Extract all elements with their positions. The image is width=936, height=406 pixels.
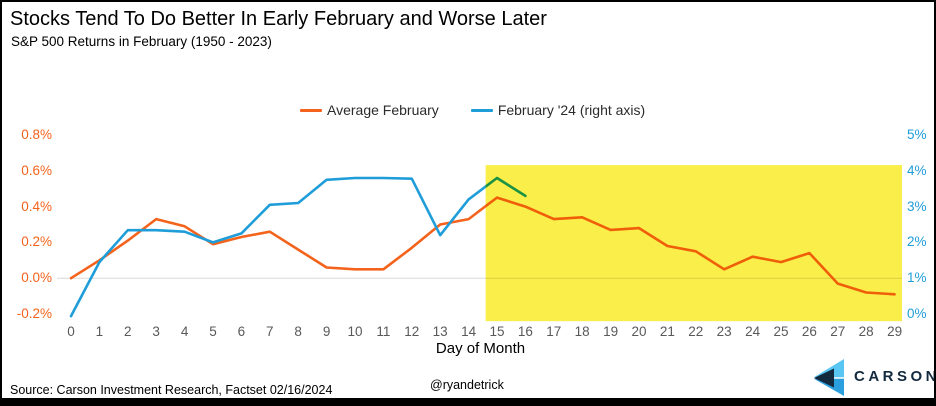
series-line-february-24-right-axis [69, 176, 486, 318]
x-axis-tick: 28 [858, 324, 874, 339]
right-axis-tick: 2% [907, 234, 927, 250]
highlight-region [485, 165, 902, 322]
x-axis-tick: 12 [404, 324, 420, 339]
source-note: Source: Carson Investment Research, Fact… [10, 383, 333, 397]
legend-swatch-orange [300, 108, 322, 112]
left-axis-tick: 0.0% [21, 270, 52, 286]
right-axis-tick: 1% [907, 270, 927, 286]
x-axis-tick: 22 [688, 324, 704, 339]
x-axis-tick: 24 [745, 324, 761, 339]
x-axis-tick: 13 [432, 324, 448, 339]
x-axis-tick: 20 [631, 324, 647, 339]
left-axis-tick: 0.4% [21, 198, 52, 214]
legend-label: February '24 (right axis) [497, 102, 646, 118]
x-axis-tick: 11 [376, 324, 391, 339]
legend-label: Average February [327, 102, 439, 118]
series-line-february-24-right-axis-highlighted [485, 176, 527, 198]
x-axis-title: Day of Month [435, 340, 526, 357]
right-axis-tick: 4% [907, 162, 927, 178]
plot-area [57, 165, 902, 322]
legend-item-average-february: Average February [300, 102, 439, 118]
x-axis-tick: 19 [603, 324, 619, 339]
left-axis-tick: 0.2% [21, 234, 52, 250]
x-axis-tick: 8 [294, 324, 302, 339]
carson-logo-icon [814, 359, 844, 396]
x-axis-tick: 7 [266, 324, 274, 339]
legend-item-february-24: February '24 (right axis) [470, 102, 646, 118]
bottom-border-bar [2, 398, 934, 404]
author-handle: @ryandetrick [430, 378, 504, 392]
x-axis-tick: 18 [574, 324, 590, 339]
x-axis-tick: 29 [887, 324, 903, 339]
x-axis-tick: 15 [489, 324, 505, 339]
x-axis-tick: 21 [659, 324, 675, 339]
x-axis-tick: 0 [67, 324, 75, 339]
x-axis-tick: 14 [461, 324, 477, 339]
x-axis-tick: 17 [546, 324, 562, 339]
x-axis-tick: 26 [801, 324, 817, 339]
page-title: Stocks Tend To Do Better In Early Februa… [10, 8, 547, 30]
series-line-average-february-highlighted [485, 196, 896, 296]
x-axis-tick: 25 [773, 324, 789, 339]
x-axis-tick: 9 [322, 324, 331, 339]
x-axis-tick: 4 [180, 324, 189, 339]
x-axis-tick: 23 [716, 324, 732, 339]
left-axis-tick: 0.8% [21, 127, 52, 142]
right-axis-tick: 0% [907, 306, 927, 321]
page-subtitle: S&P 500 Returns in February (1950 - 2023… [11, 34, 272, 49]
x-axis-tick: 27 [830, 324, 846, 339]
right-axis-tick: 5% [907, 127, 927, 142]
left-axis-tick: 0.6% [21, 162, 52, 178]
right-axis-tick: 3% [907, 198, 927, 214]
x-axis-tick: 2 [124, 324, 132, 339]
carson-logo: CARSON [808, 354, 934, 398]
x-axis-tick: 10 [347, 324, 363, 339]
legend: Average February February '24 (right axi… [300, 102, 645, 118]
x-axis-tick: 1 [95, 324, 104, 339]
x-axis-tick: 16 [517, 324, 533, 339]
left-axis-tick: -0.2% [16, 306, 52, 321]
carson-logo-text: CARSON [854, 368, 936, 385]
x-axis-tick: 5 [209, 324, 217, 339]
legend-swatch-blue [470, 108, 493, 112]
x-axis-tick: 3 [152, 324, 160, 339]
x-axis-tick: 6 [237, 324, 246, 339]
